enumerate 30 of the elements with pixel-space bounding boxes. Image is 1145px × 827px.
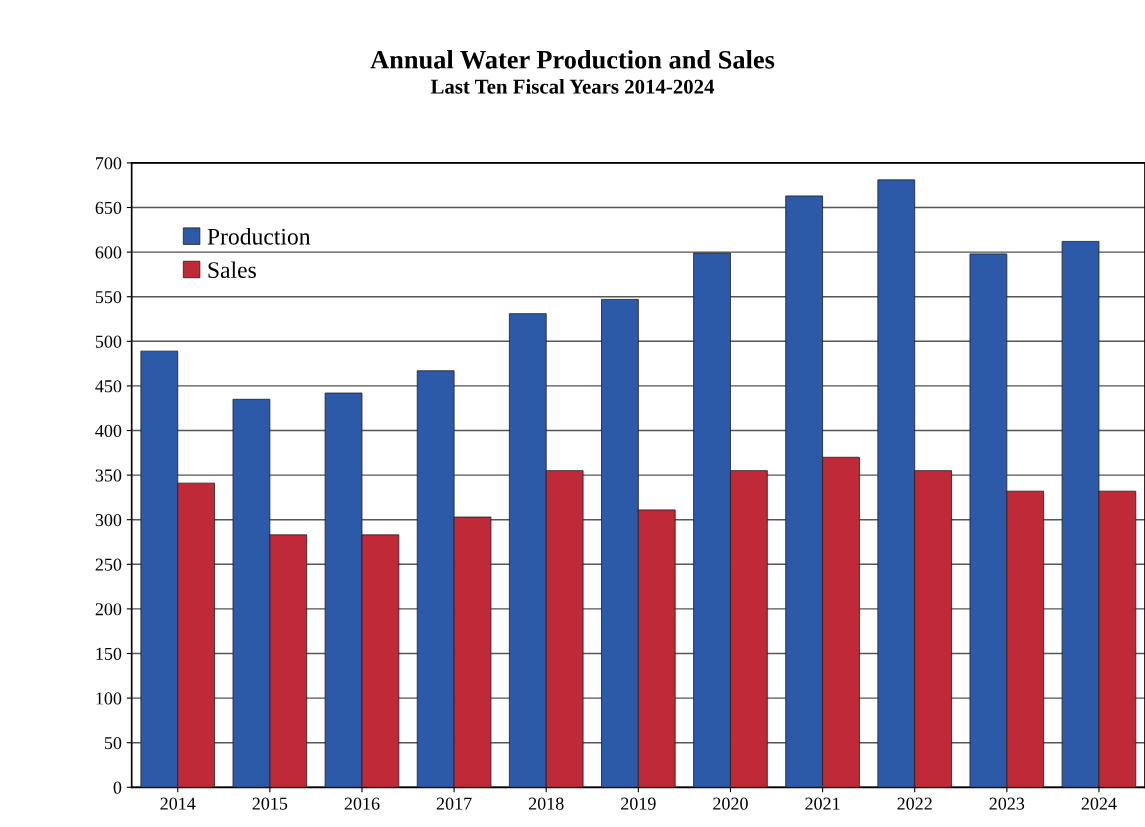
y-tick-label: 100 [96, 692, 122, 705]
y-tick-label: 250 [95, 558, 122, 571]
y-tick-label: 650 [95, 201, 122, 214]
x-tick-label: 2018 [528, 797, 564, 810]
x-tick-label: 2016 [344, 797, 380, 810]
y-tick-label: 350 [95, 469, 122, 482]
x-tick-label: 2014 [160, 797, 196, 810]
legend-label: Sales [208, 261, 256, 278]
y-tick-label: 600 [95, 246, 122, 259]
y-tick-label: 0 [113, 781, 122, 794]
y-tick-label: 150 [96, 647, 122, 660]
chart-title: Annual Water Production and Sales [370, 50, 775, 69]
x-tick-label: 2022 [897, 797, 932, 810]
y-tick-label: 500 [95, 335, 122, 348]
x-tick-label: 2024 [1081, 797, 1117, 810]
x-tick-label: 2020 [713, 797, 748, 810]
x-tick-label: 2023 [989, 797, 1025, 810]
x-tick-label: 2015 [252, 797, 288, 810]
y-tick-label: 550 [95, 290, 122, 304]
y-tick-label: 50 [104, 736, 122, 750]
y-tick-label: 300 [95, 513, 122, 527]
x-tick-label: 2017 [436, 797, 472, 810]
y-tick-label: 700 [96, 157, 122, 170]
x-tick-label: 2021 [805, 797, 840, 810]
legend-label: Production [207, 228, 311, 245]
x-tick-label: 2019 [621, 797, 656, 810]
chart-subtitle: Last Ten Fiscal Years 2014-2024 [430, 79, 715, 94]
y-tick-label: 400 [95, 424, 122, 437]
y-tick-label: 200 [95, 603, 122, 616]
y-tick-label: 450 [95, 380, 122, 393]
